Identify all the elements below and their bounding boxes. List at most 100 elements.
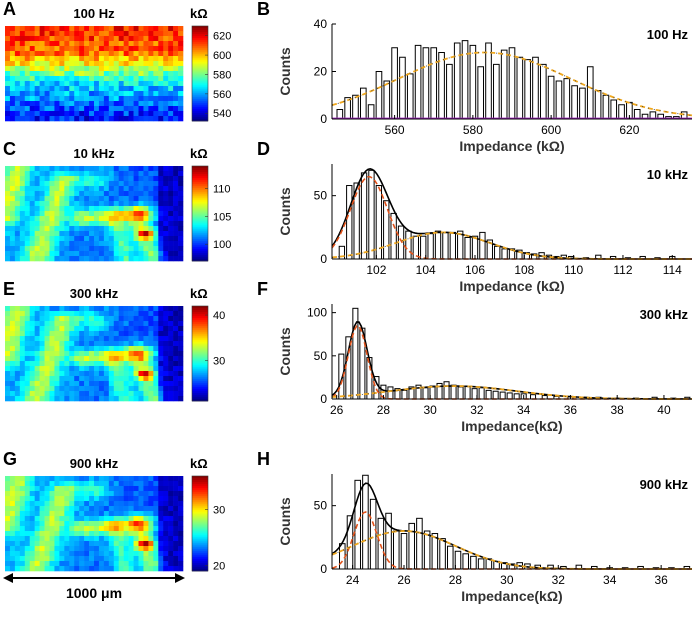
map-pixel xyxy=(69,376,75,382)
map-pixel xyxy=(5,346,11,352)
map-pixel xyxy=(108,501,115,507)
map-pixel xyxy=(173,391,179,397)
map-pixel xyxy=(49,491,55,497)
map-pixel xyxy=(123,336,129,342)
map-pixel xyxy=(14,191,21,197)
map-pixel xyxy=(173,166,179,172)
map-pixel xyxy=(39,256,45,262)
map-pixel xyxy=(44,81,50,87)
map-pixel xyxy=(39,351,45,357)
map-pixel xyxy=(49,41,55,47)
map-pixel xyxy=(44,531,50,537)
map-pixel xyxy=(29,236,35,242)
map-pixel xyxy=(9,251,16,257)
map-pixel xyxy=(64,51,70,57)
map-pixel xyxy=(128,86,134,92)
map-pixel xyxy=(103,396,110,402)
map-pixel xyxy=(84,306,90,312)
map-pixel xyxy=(153,541,159,547)
map-pixel xyxy=(34,41,40,47)
map-pixel xyxy=(168,191,174,197)
map-pixel xyxy=(79,351,85,357)
map-pixel xyxy=(128,381,134,387)
map-pixel xyxy=(5,351,11,357)
map-pixel xyxy=(59,506,65,512)
map-pixel xyxy=(5,321,11,327)
map-pixel xyxy=(54,566,60,572)
map-pixel xyxy=(44,51,50,57)
map-pixel xyxy=(143,221,149,227)
map-pixel xyxy=(108,481,115,487)
map-pixel xyxy=(138,196,144,202)
x-axis-label: Impedance (kΩ) xyxy=(459,278,564,294)
map-pixel xyxy=(49,326,55,332)
map-pixel xyxy=(54,191,60,197)
map-pixel xyxy=(168,481,174,487)
map-pixel xyxy=(178,256,184,262)
map-pixel xyxy=(44,506,50,512)
map-pixel xyxy=(94,541,100,547)
map-pixel xyxy=(153,56,159,62)
map-pixel xyxy=(89,196,95,202)
map-pixel xyxy=(64,311,70,317)
colorbar-segment xyxy=(192,189,208,193)
panel-letter-hist: F xyxy=(257,279,268,299)
map-pixel xyxy=(69,371,75,377)
histogram-bar xyxy=(563,78,571,120)
map-pixel xyxy=(54,86,60,92)
map-pixel xyxy=(89,496,95,502)
map-pixel xyxy=(98,41,105,47)
map-pixel xyxy=(49,181,55,187)
map-pixel xyxy=(29,321,35,327)
colorbar-segment xyxy=(192,323,208,327)
y-tick-label: 20 xyxy=(314,65,328,79)
map-pixel xyxy=(54,211,60,217)
map-pixel xyxy=(108,46,115,52)
map-pixel xyxy=(24,211,31,217)
map-pixel xyxy=(9,171,16,177)
map-pixel xyxy=(74,106,80,112)
map-pixel xyxy=(59,526,65,532)
map-pixel xyxy=(79,516,85,522)
map-pixel xyxy=(163,481,169,487)
map-pixel xyxy=(94,26,100,32)
map-pixel xyxy=(14,251,21,257)
map-pixel xyxy=(5,116,11,122)
map-pixel xyxy=(118,186,124,192)
map-pixel xyxy=(84,61,90,67)
map-pixel xyxy=(59,91,65,97)
panel-letter-map: A xyxy=(3,0,16,19)
map-pixel xyxy=(34,346,40,352)
map-pixel xyxy=(24,171,31,177)
map-pixel xyxy=(5,546,11,552)
map-pixel xyxy=(163,306,169,312)
map-pixel xyxy=(178,111,184,117)
map-pixel xyxy=(168,311,174,317)
map-pixel xyxy=(158,341,164,347)
y-tick-label: 40 xyxy=(314,17,328,31)
map-pixel xyxy=(14,51,21,57)
map-pixel xyxy=(5,231,11,237)
map-pixel xyxy=(74,76,80,82)
map-pixel xyxy=(138,111,144,117)
map-pixel xyxy=(29,41,35,47)
map-pixel xyxy=(148,26,154,32)
colorbar-segment xyxy=(192,35,208,39)
map-pixel xyxy=(39,321,45,327)
map-pixel xyxy=(44,511,50,517)
colorbar-segment xyxy=(192,191,208,195)
map-pixel xyxy=(173,561,179,567)
map-pixel xyxy=(44,251,50,257)
map-pixel xyxy=(49,81,55,87)
map-pixel xyxy=(178,56,184,62)
map-pixel xyxy=(148,511,154,517)
map-pixel xyxy=(173,101,179,107)
map-pixel xyxy=(14,226,21,232)
map-pixel xyxy=(59,101,65,107)
map-pixel xyxy=(168,46,174,52)
map-pixel xyxy=(19,196,26,202)
map-pixel xyxy=(14,526,21,532)
map-pixel xyxy=(118,546,124,552)
histogram-bar xyxy=(633,109,641,120)
map-pixel xyxy=(133,476,139,482)
